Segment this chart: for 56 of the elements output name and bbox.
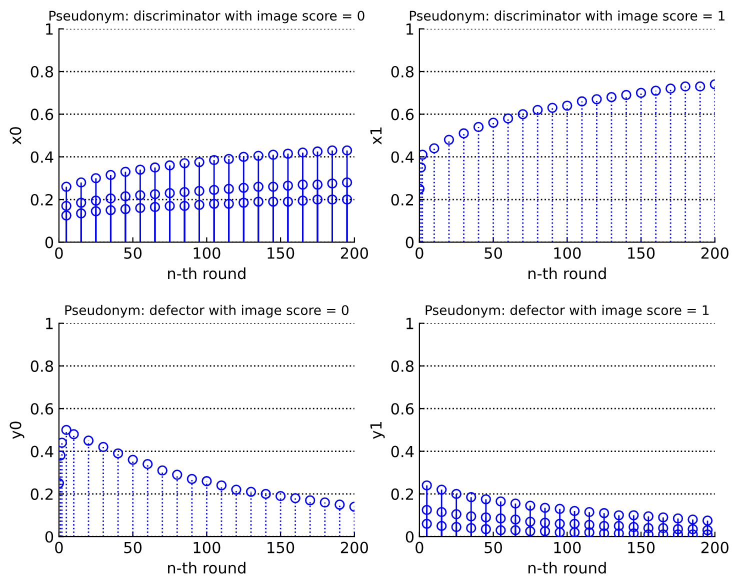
x-tick-label: 50 (484, 247, 502, 259)
y-tick-label: 0.2 (30, 488, 53, 500)
y-tick-label: 0.6 (30, 108, 54, 120)
x-tick-label: 100 (554, 542, 581, 554)
x-tick-label: 200 (701, 247, 728, 259)
y-tick-label: 1 (46, 24, 53, 35)
y-tick-label: 0.8 (391, 360, 414, 372)
x-tick-label: 0 (416, 247, 424, 259)
y-axis-title: y0 (10, 422, 24, 439)
y-tick-label: 1 (46, 318, 53, 330)
y-tick-label: 1 (406, 24, 414, 35)
x-axis-title: n-th round (168, 267, 246, 280)
y-tick-label: 0.4 (30, 151, 54, 163)
y-tick-label: 0.4 (30, 446, 54, 458)
y-tick-label: 0 (45, 531, 54, 543)
y-tick-label: 0.4 (391, 151, 414, 163)
x-axis-title: n-th round (528, 267, 606, 280)
y-tick-label: 0.2 (391, 194, 414, 206)
x-tick-label: 50 (124, 247, 142, 259)
y-tick-label: 0 (45, 236, 54, 248)
y-tick-label: 0 (406, 236, 414, 248)
chart-title: Pseudonym: discriminator with image score = 1 (410, 10, 724, 24)
x-tick-label: 200 (701, 542, 728, 554)
chart-title: Pseudonym: defector with image score = 0 (65, 304, 348, 318)
y-tick-label: 0.6 (391, 403, 414, 415)
x-axis-title: n-th round (528, 562, 606, 574)
y-tick-label: 0.8 (30, 360, 54, 372)
chart-title: Pseudonym: discriminator with image score = 0 (49, 10, 364, 24)
x-tick-label: 0 (416, 542, 424, 554)
x-axis-title: n-th round (168, 562, 246, 574)
x-tick-label: 0 (55, 247, 63, 259)
y-tick-label: 1 (406, 318, 414, 330)
x-tick-label: 100 (194, 542, 220, 554)
y-tick-label: 0.8 (30, 66, 54, 78)
y-tick-label: 0.6 (391, 108, 414, 120)
x-tick-label: 150 (628, 542, 655, 554)
x-tick-label: 100 (554, 247, 581, 259)
y-tick-label: 0 (406, 531, 414, 543)
x-tick-label: 200 (340, 247, 368, 259)
y-axis-title: y1 (370, 422, 385, 439)
y-tick-label: 0.8 (391, 66, 414, 78)
x-tick-label: 150 (268, 247, 294, 259)
y-axis-title: x0 (10, 127, 22, 144)
x-tick-label: 150 (628, 247, 655, 259)
x-tick-label: 150 (268, 542, 294, 554)
x-tick-label: 50 (484, 542, 502, 554)
y-tick-label: 0.4 (391, 446, 414, 458)
x-tick-label: 200 (340, 542, 368, 554)
x-tick-label: 50 (124, 542, 142, 554)
y-axis-title: x1 (370, 128, 382, 144)
x-tick-label: 100 (194, 247, 220, 259)
y-tick-label: 0.6 (30, 403, 54, 415)
chart-title: Pseudonym: defector with image score = 1 (426, 304, 709, 318)
y-tick-label: 0.2 (391, 488, 414, 500)
x-tick-label: 0 (55, 542, 63, 554)
y-tick-label: 0.2 (30, 194, 53, 206)
